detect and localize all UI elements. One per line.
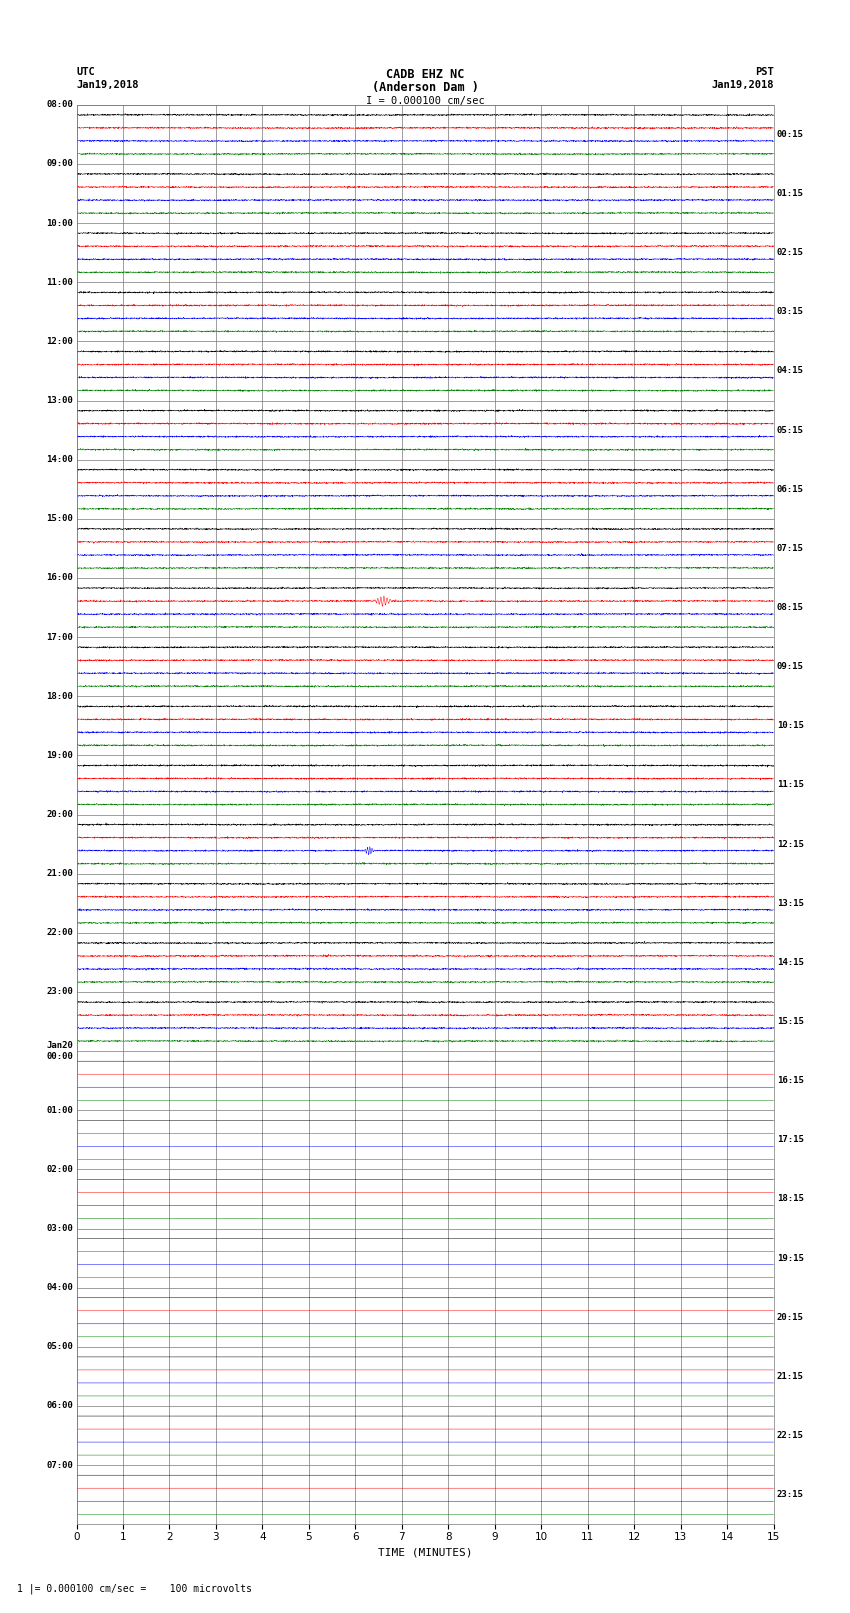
Text: CADB EHZ NC: CADB EHZ NC bbox=[386, 68, 464, 81]
Text: 02:00: 02:00 bbox=[46, 1165, 73, 1174]
Text: 07:15: 07:15 bbox=[777, 544, 804, 553]
Text: 17:00: 17:00 bbox=[46, 632, 73, 642]
Text: 14:15: 14:15 bbox=[777, 958, 804, 966]
Text: 17:15: 17:15 bbox=[777, 1136, 804, 1144]
Text: 21:00: 21:00 bbox=[46, 869, 73, 877]
Text: 03:15: 03:15 bbox=[777, 308, 804, 316]
Text: Jan20
00:00: Jan20 00:00 bbox=[46, 1042, 73, 1061]
Text: 20:15: 20:15 bbox=[777, 1313, 804, 1321]
Text: 04:00: 04:00 bbox=[46, 1284, 73, 1292]
Text: 02:15: 02:15 bbox=[777, 248, 804, 256]
Text: 16:15: 16:15 bbox=[777, 1076, 804, 1086]
Text: UTC: UTC bbox=[76, 68, 95, 77]
Text: 18:15: 18:15 bbox=[777, 1195, 804, 1203]
Text: 00:15: 00:15 bbox=[777, 131, 804, 139]
Text: 03:00: 03:00 bbox=[46, 1224, 73, 1232]
Text: (Anderson Dam ): (Anderson Dam ) bbox=[371, 81, 479, 94]
X-axis label: TIME (MINUTES): TIME (MINUTES) bbox=[377, 1547, 473, 1558]
Text: 08:15: 08:15 bbox=[777, 603, 804, 611]
Text: 01:00: 01:00 bbox=[46, 1107, 73, 1115]
Text: 20:00: 20:00 bbox=[46, 810, 73, 819]
Text: 1 |= 0.000100 cm/sec =    100 microvolts: 1 |= 0.000100 cm/sec = 100 microvolts bbox=[17, 1582, 252, 1594]
Text: 15:15: 15:15 bbox=[777, 1018, 804, 1026]
Text: 10:15: 10:15 bbox=[777, 721, 804, 731]
Text: 22:00: 22:00 bbox=[46, 929, 73, 937]
Text: 15:00: 15:00 bbox=[46, 515, 73, 523]
Text: I = 0.000100 cm/sec: I = 0.000100 cm/sec bbox=[366, 97, 484, 106]
Text: 22:15: 22:15 bbox=[777, 1431, 804, 1440]
Text: 05:15: 05:15 bbox=[777, 426, 804, 434]
Text: 23:00: 23:00 bbox=[46, 987, 73, 997]
Text: 07:00: 07:00 bbox=[46, 1461, 73, 1469]
Text: 04:15: 04:15 bbox=[777, 366, 804, 376]
Text: 16:00: 16:00 bbox=[46, 574, 73, 582]
Text: 18:00: 18:00 bbox=[46, 692, 73, 700]
Text: 13:00: 13:00 bbox=[46, 397, 73, 405]
Text: 11:00: 11:00 bbox=[46, 277, 73, 287]
Text: 05:00: 05:00 bbox=[46, 1342, 73, 1352]
Text: 01:15: 01:15 bbox=[777, 189, 804, 198]
Text: 11:15: 11:15 bbox=[777, 781, 804, 789]
Text: Jan19,2018: Jan19,2018 bbox=[711, 81, 774, 90]
Text: 06:15: 06:15 bbox=[777, 486, 804, 494]
Text: 09:15: 09:15 bbox=[777, 663, 804, 671]
Text: 14:00: 14:00 bbox=[46, 455, 73, 465]
Text: 09:00: 09:00 bbox=[46, 160, 73, 168]
Text: 12:00: 12:00 bbox=[46, 337, 73, 345]
Text: 19:00: 19:00 bbox=[46, 752, 73, 760]
Text: 19:15: 19:15 bbox=[777, 1253, 804, 1263]
Text: 08:00: 08:00 bbox=[46, 100, 73, 110]
Text: 10:00: 10:00 bbox=[46, 219, 73, 227]
Text: PST: PST bbox=[755, 68, 774, 77]
Text: 21:15: 21:15 bbox=[777, 1373, 804, 1381]
Text: 13:15: 13:15 bbox=[777, 898, 804, 908]
Text: Jan19,2018: Jan19,2018 bbox=[76, 81, 139, 90]
Text: 06:00: 06:00 bbox=[46, 1402, 73, 1410]
Text: 23:15: 23:15 bbox=[777, 1490, 804, 1498]
Text: 12:15: 12:15 bbox=[777, 840, 804, 848]
